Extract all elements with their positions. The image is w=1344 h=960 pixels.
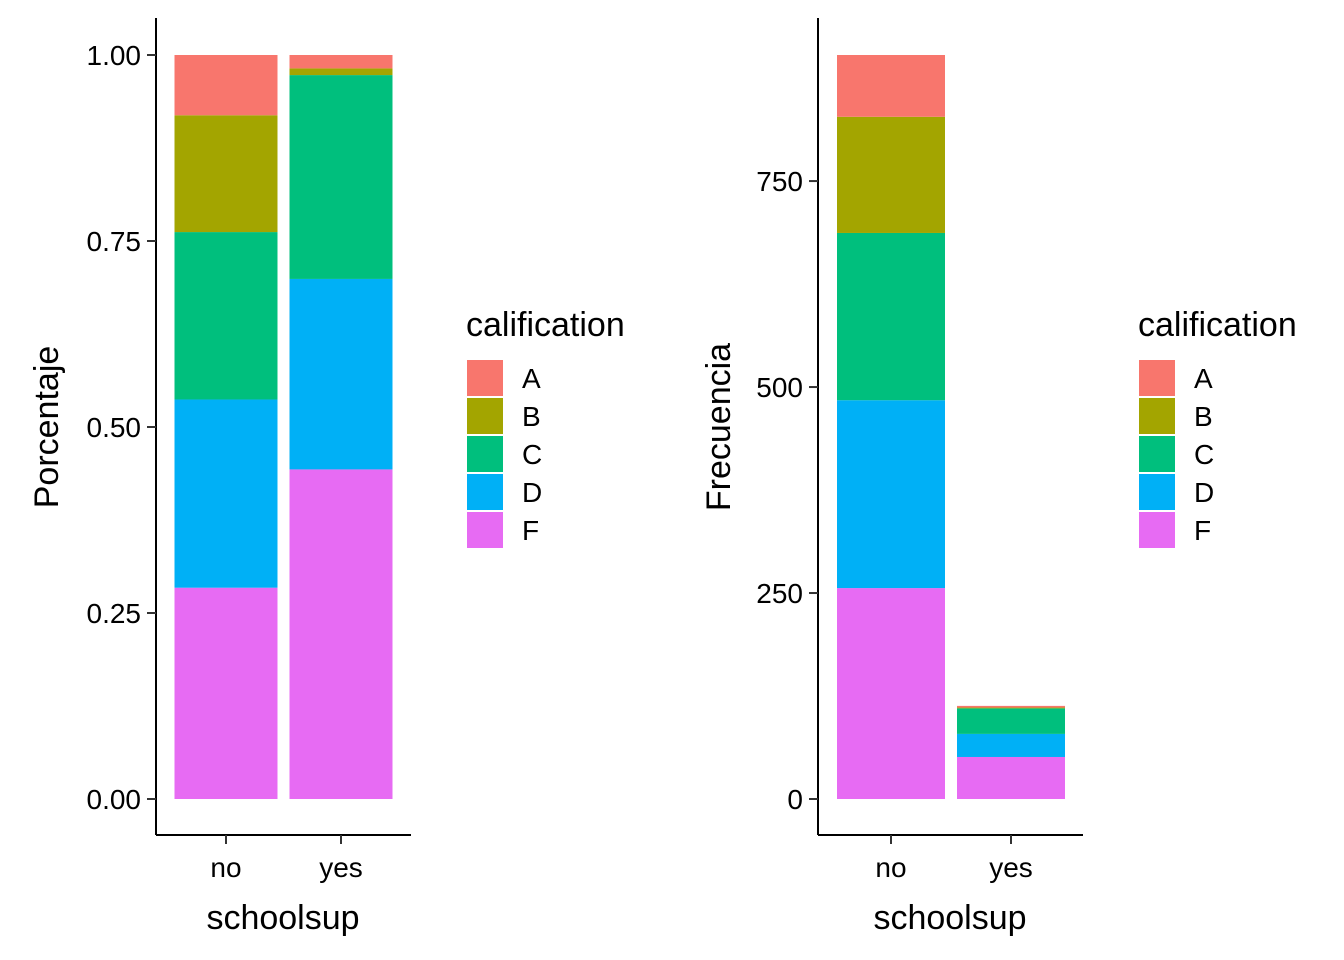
legend-label-b: B: [522, 401, 541, 432]
bar-segment-no-f: [174, 587, 278, 799]
y-tick-label: 500: [756, 372, 803, 403]
bar-segment-no-d: [174, 399, 278, 588]
chart-panel-1: 0.00 0.25 0.50 0.75 1.00 no yes Porcentaje schoo…: [28, 18, 625, 937]
y-tick-label: 750: [756, 166, 803, 197]
y-tick-label: 0.00: [87, 784, 142, 815]
legend-label-f: F: [522, 515, 539, 546]
bar-segment-no-d: [837, 400, 945, 589]
bar-segment-no-a: [174, 55, 278, 116]
y-axis-title: Frecuencia: [700, 343, 738, 511]
bar-segment-yes-b: [957, 707, 1065, 709]
y-tick-label: 0.50: [87, 412, 142, 443]
y-tick-label: 0.25: [87, 598, 142, 629]
bar-segment-no-a: [837, 55, 945, 117]
legend-label-d: D: [1194, 477, 1214, 508]
x-tick-label-no: no: [210, 852, 241, 883]
x-axis-title: schoolsup: [206, 899, 359, 937]
legend-label-b: B: [1194, 401, 1213, 432]
legend-key-f: [1139, 512, 1175, 548]
legend-key-d: [467, 474, 503, 510]
legend-label-d: D: [522, 477, 542, 508]
bar-segment-no-b: [174, 115, 278, 233]
legend-key-d: [1139, 474, 1175, 510]
bar-segment-yes-f: [289, 469, 393, 799]
bar-segment-yes-c: [957, 708, 1065, 734]
bar-segment-yes-b: [289, 68, 393, 76]
legend-key-b: [467, 398, 503, 434]
bar-segment-yes-a: [289, 55, 393, 69]
legend-label-f: F: [1194, 515, 1211, 546]
bar-segment-yes-d: [957, 733, 1065, 757]
legend-label-a: A: [522, 363, 541, 394]
y-tick-label: 1.00: [87, 40, 142, 71]
legend-title: calification: [466, 306, 625, 344]
legend-key-a: [1139, 360, 1175, 396]
y-axis-title: Porcentaje: [28, 346, 66, 509]
y-tick-label: 0: [787, 784, 803, 815]
bar-segment-yes-a: [957, 705, 1065, 708]
x-tick-label-no: no: [875, 852, 906, 883]
legend-key-c: [467, 436, 503, 472]
bar-segment-yes-f: [957, 756, 1065, 799]
legend-key-b: [1139, 398, 1175, 434]
bar-segment-no-f: [837, 588, 945, 799]
y-tick-label: 0.75: [87, 226, 142, 257]
x-tick-label-yes: yes: [989, 852, 1033, 883]
bar-segment-no-b: [837, 116, 945, 233]
bar-segment-yes-d: [289, 278, 393, 470]
x-axis-title: schoolsup: [873, 899, 1026, 937]
bar-segment-no-c: [837, 232, 945, 401]
bar-segment-no-c: [174, 232, 278, 400]
chart-panel-2: 0 250 500 750 no yes Frecuencia schoolsup califi…: [700, 18, 1297, 937]
bar-segment-yes-c: [289, 75, 393, 279]
legend-key-c: [1139, 436, 1175, 472]
y-tick-label: 250: [756, 578, 803, 609]
legend-label-c: C: [522, 439, 542, 470]
legend-label-c: C: [1194, 439, 1214, 470]
legend-title: calification: [1138, 306, 1297, 344]
legend-key-a: [467, 360, 503, 396]
legend-label-a: A: [1194, 363, 1213, 394]
legend-key-f: [467, 512, 503, 548]
x-tick-label-yes: yes: [319, 852, 363, 883]
